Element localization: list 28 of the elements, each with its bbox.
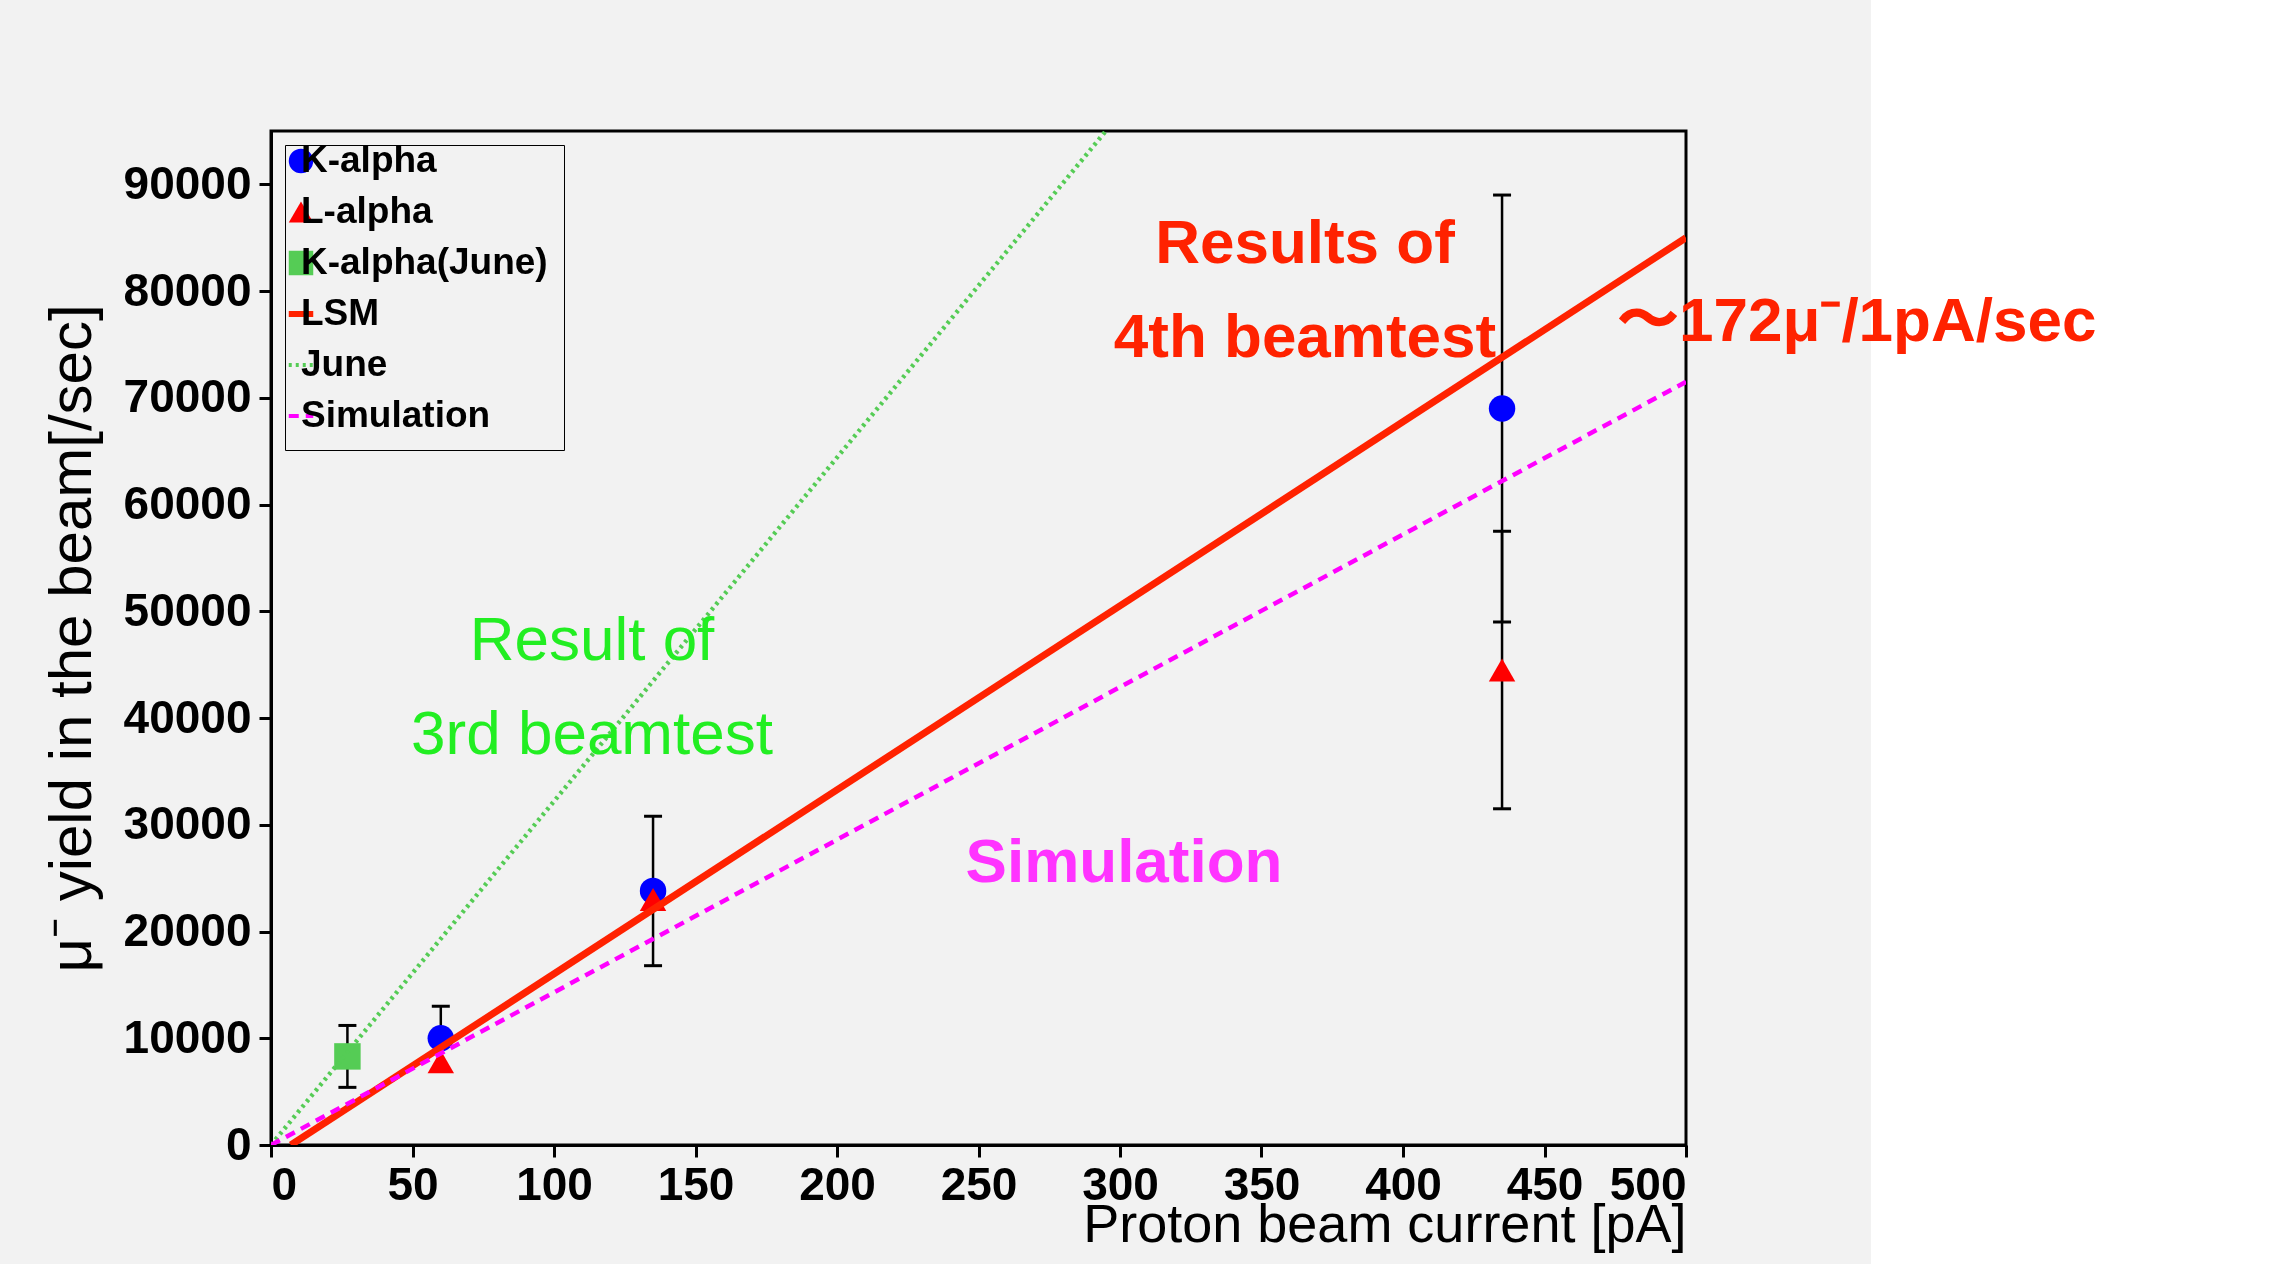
point [1488,658,1516,682]
x-tick-label: 200 [799,1157,876,1210]
y-tick-label: 0 [225,1117,252,1170]
y-tick-label: 20000 [123,904,252,957]
y-tick-label: 40000 [123,690,252,743]
annotation: Simulation [965,826,1283,895]
x-tick-label: 0 [271,1157,298,1210]
y-axis-title: μ⁻ yield in the beam[/sec] [36,304,104,973]
y-tick-label: 30000 [123,797,252,850]
y-tick-label: 50000 [123,583,252,636]
point [1488,395,1516,422]
legend-label: June [301,343,388,384]
y-tick-label: 10000 [123,1010,252,1063]
y-tick-label: 70000 [123,370,252,423]
x-tick-label: 150 [657,1157,735,1210]
x-tick-label: 100 [516,1157,593,1210]
x-tick-label: 250 [940,1157,1018,1210]
y-tick-label: 60000 [123,477,252,530]
annotation: Result of 3rd beamtest [411,604,773,767]
x-tick-label: 50 [387,1157,439,1210]
y-tick-label: 90000 [123,156,252,209]
legend-label: L-alpha [301,190,433,231]
annotation: Results of 4th beamtest [1113,207,1497,370]
point [334,1043,361,1070]
y-tick-label: 80000 [123,263,252,316]
legend-label: Simulation [301,394,491,435]
legend-label: LSM [301,292,380,333]
x-tick-label: 400 [1365,1157,1442,1210]
